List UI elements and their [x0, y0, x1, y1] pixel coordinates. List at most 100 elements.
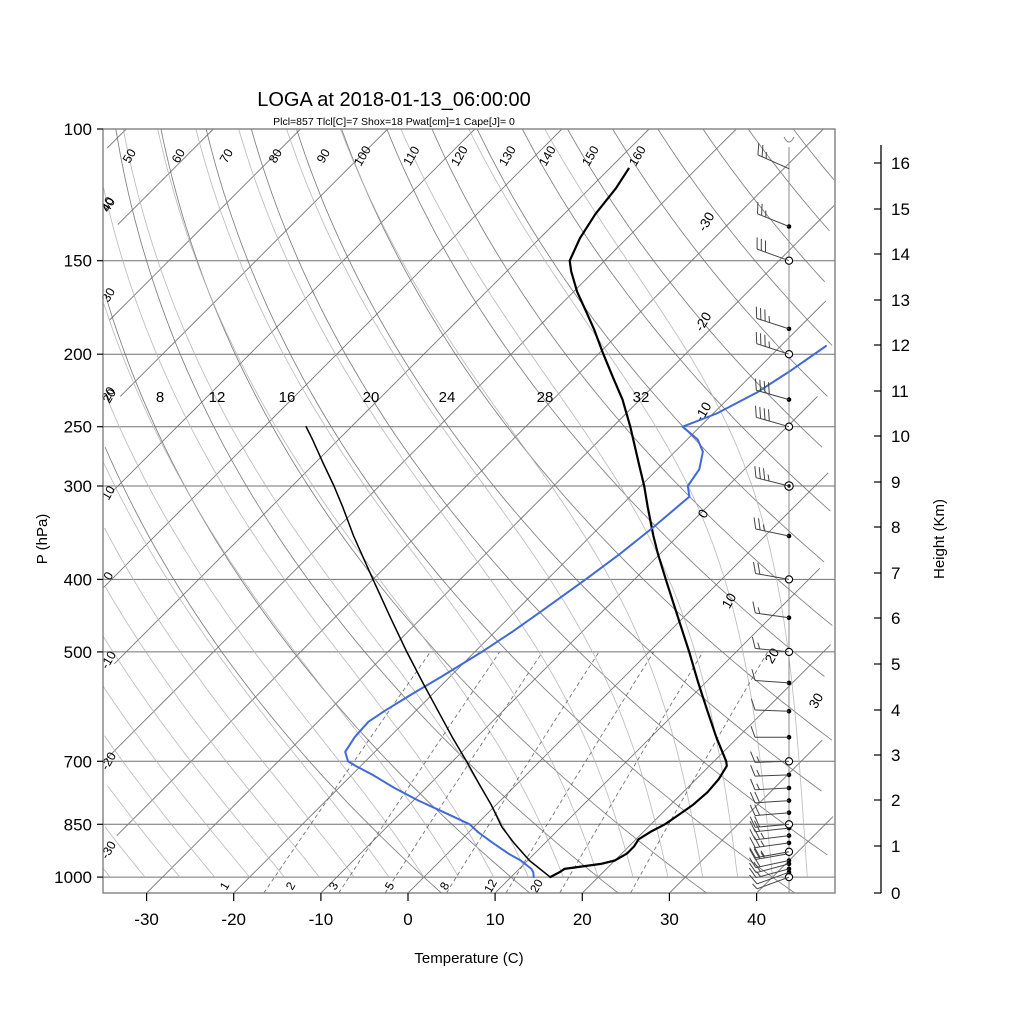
wind-barb: [757, 202, 792, 229]
barb-half: [756, 783, 760, 790]
dry-adiabat-line: [612, 128, 828, 397]
barb-shaft: [755, 680, 790, 684]
isotherm-label-right: 20: [762, 645, 783, 666]
isotherm-line: [105, 128, 737, 760]
dry-adiabat-label: 110: [400, 144, 422, 168]
dry-adiabat-line: [341, 128, 833, 741]
isotherm-line: [116, 128, 824, 837]
isotherm-label-left: 20: [99, 384, 118, 403]
moist-adiabat-label: 12: [209, 389, 226, 406]
moist-adiabat-line: [544, 128, 808, 878]
wind-barb: [749, 869, 792, 885]
barb-full: [749, 847, 756, 858]
barb-level-dot: [786, 397, 792, 402]
moist-adiabat-line: [400, 128, 739, 878]
wind-barb: [755, 331, 794, 359]
wind-barb: [753, 517, 792, 539]
dry-adiabat-line: [431, 128, 833, 626]
barb-full: [753, 561, 756, 574]
height-tick-label: 5: [891, 655, 900, 674]
pressure-tick-label: 850: [64, 815, 92, 834]
mixing-ratio-line: [505, 651, 654, 894]
wind-barb: [757, 143, 790, 170]
isotherm-label-left: -30: [98, 839, 119, 862]
dry-adiabat-line: [476, 128, 825, 563]
moist-adiabat-line: [238, 128, 634, 878]
moist-adiabat-line: [286, 128, 669, 878]
mixing-ratio-label: 2: [283, 879, 299, 892]
barb-shaft: [754, 774, 790, 777]
barb-full: [749, 849, 756, 860]
barb-level-dot: [786, 326, 792, 332]
barb-full: [763, 468, 766, 480]
dry-adiabat-line: [296, 128, 822, 792]
barb-full: [753, 846, 761, 858]
height-tick-label: 3: [891, 746, 900, 765]
barb-shaft: [754, 787, 790, 791]
height-tick-label: 10: [891, 427, 910, 446]
dry-adiabat-label: 50: [120, 146, 139, 165]
plot-frame: [102, 128, 836, 894]
isotherm-label-right: 10: [719, 590, 740, 611]
barb-shaft: [754, 760, 790, 763]
mixing-ratio-line: [630, 651, 769, 894]
temperature-tick-label: -10: [309, 910, 334, 929]
dry-adiabat-line: [205, 128, 796, 894]
barb-full: [753, 836, 761, 848]
dry-adiabat-line: [115, 128, 619, 894]
wind-barb: [750, 765, 792, 778]
isotherm-line: [119, 128, 389, 397]
isotherm-line: [103, 128, 563, 588]
wind-barb: [755, 405, 794, 431]
wind-barb: [750, 751, 794, 766]
barb-full: [759, 379, 762, 392]
barb-top-hook: [783, 136, 795, 143]
barb-half: [762, 524, 765, 531]
barb-shaft: [755, 477, 790, 487]
mixing-ratio-line: [559, 651, 704, 894]
isotherm-label-left: 40: [99, 195, 118, 214]
pressure-tick-label: 100: [64, 120, 92, 139]
height-tick-label: 11: [891, 382, 909, 401]
dry-adiabat-line: [702, 128, 826, 283]
barb-half: [757, 607, 761, 614]
moist-adiabat-line: [122, 128, 529, 878]
barb-full: [749, 816, 756, 828]
barb-shaft: [755, 647, 790, 653]
barb-full: [749, 829, 756, 841]
barb-full: [750, 751, 756, 763]
barb-full: [754, 466, 757, 478]
dry-adiabat-label: 80: [266, 146, 285, 165]
temperature-tick-label: -30: [134, 910, 159, 929]
isotherm-line: [146, 205, 835, 894]
y-axis-label: P (hPa): [34, 514, 51, 565]
isotherm-label-right: 0: [695, 507, 712, 521]
barb-full: [755, 405, 757, 418]
barb-shaft: [755, 827, 790, 833]
height-tick-label: 16: [891, 154, 910, 173]
barb-shaft: [757, 154, 790, 170]
moist-adiabat-line: [102, 685, 250, 878]
barb-half: [756, 769, 760, 777]
isotherm-line: [756, 816, 834, 894]
height-tick-label: 13: [891, 291, 910, 310]
height-tick-label: 7: [891, 564, 900, 583]
barb-full: [749, 874, 758, 885]
barb-shaft: [755, 851, 790, 859]
barb-shaft: [755, 573, 790, 580]
barb-full: [759, 406, 762, 419]
isotherm-label-left: 30: [99, 285, 118, 304]
temperature-tick-label: 10: [486, 910, 505, 929]
mixing-ratio-label: 3: [326, 879, 342, 892]
barb-half: [768, 341, 770, 348]
barb-shaft: [755, 835, 790, 841]
x-axis-label: Temperature (C): [414, 950, 523, 967]
isotherm-line: [106, 128, 127, 149]
barb-shaft: [755, 800, 790, 804]
barb-shaft: [756, 389, 790, 401]
page-title: LOGA at 2018-01-13_06:00:00: [257, 89, 531, 111]
barb-full: [758, 467, 761, 479]
barb-full: [754, 820, 761, 832]
barb-full: [750, 698, 756, 711]
